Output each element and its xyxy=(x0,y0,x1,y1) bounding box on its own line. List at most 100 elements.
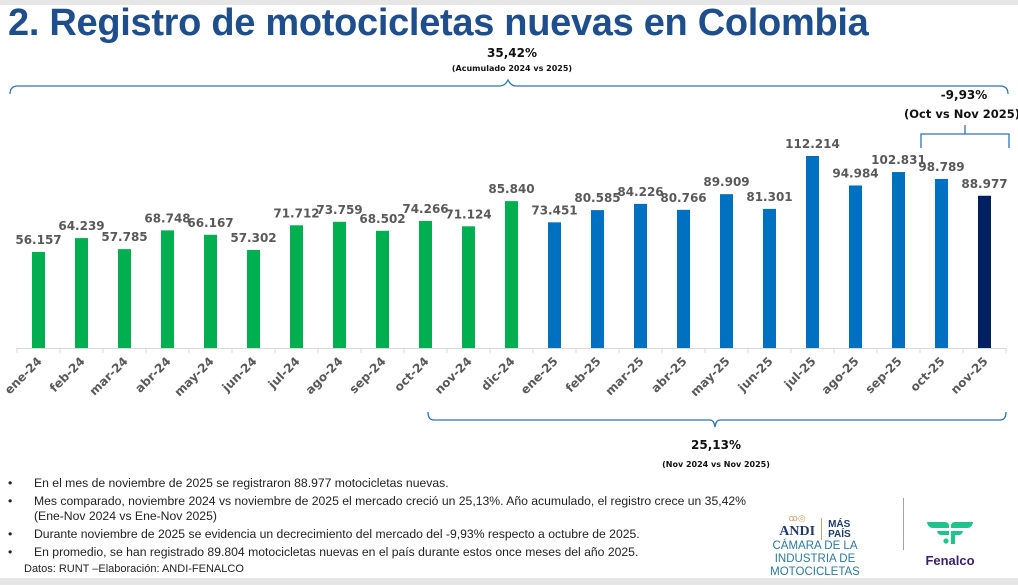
monthly-bracket xyxy=(920,125,1010,148)
bar-sep-24 xyxy=(376,230,389,348)
value-label-ago-24: 73.759 xyxy=(316,203,362,217)
cumulative-bracket xyxy=(9,78,1009,95)
bar-mar-25 xyxy=(634,203,647,348)
bullet-item: • Mes comparado, noviembre 2024 vs noviem… xyxy=(8,494,768,524)
bar-jun-24 xyxy=(247,249,260,348)
value-label-ene-24: 56.157 xyxy=(15,233,61,247)
page-title: 2. Registro de motocicletas nuevas en Co… xyxy=(8,2,869,44)
value-label-oct-24: 74.266 xyxy=(402,202,448,216)
value-label-feb-24: 64.239 xyxy=(58,219,104,233)
bullet-text: En el mes de noviembre de 2025 se regist… xyxy=(34,476,449,490)
bar-feb-25 xyxy=(591,210,604,348)
bar-abr-24 xyxy=(161,230,174,348)
value-label-abr-25: 80.766 xyxy=(660,191,706,205)
bar-ene-24 xyxy=(32,251,45,348)
bar-mar-24 xyxy=(118,249,131,348)
bullet-dot: • xyxy=(8,545,13,559)
bar-dic-24 xyxy=(505,201,518,348)
x-tick-label-nov-24: nov-24 xyxy=(432,354,475,397)
bar-abr-25 xyxy=(677,209,690,348)
x-tick-label-jul-24: jul-24 xyxy=(265,354,303,392)
source-note: Datos: RUNT –Elaboración: ANDI-FENALCO xyxy=(24,563,244,575)
andi-logo: ꝏ◎ ANDI MÁS PAÍS CÁMARA DE LA INDUSTRIA … xyxy=(735,513,895,579)
bar-jul-24 xyxy=(290,225,303,348)
bar-chart: 35,42% (Acumulado 2024 vs 2025) -9,93% (… xyxy=(2,46,1018,469)
value-label-ene-25: 73.451 xyxy=(531,203,577,217)
pais-word: PAÍS xyxy=(828,529,851,540)
x-tick-label-jul-25: jul-25 xyxy=(781,354,819,392)
bar-may-25 xyxy=(720,194,733,348)
camara-line-1: CÁMARA DE LA xyxy=(772,540,858,552)
value-label-dic-24: 85.840 xyxy=(488,182,534,196)
x-tick-label-ene-25: ene-25 xyxy=(518,354,561,397)
camara-line-2: INDUSTRIA DE MOTOCICLETAS xyxy=(770,553,860,578)
andi-separator xyxy=(821,518,823,540)
bullet-item: • Durante noviembre de 2025 se evidencia … xyxy=(8,527,768,542)
value-label-feb-25: 80.585 xyxy=(574,191,620,205)
cumulative-value: 35,42% xyxy=(487,46,537,60)
value-label-jul-24: 71.712 xyxy=(273,206,319,220)
value-label-ago-25: 94.984 xyxy=(832,166,878,180)
x-tick-label-oct-24: oct-24 xyxy=(391,354,431,394)
value-label-sep-24: 68.502 xyxy=(359,212,405,226)
value-label-jun-25: 81.301 xyxy=(746,190,792,204)
bar-ene-25 xyxy=(548,222,561,348)
x-tick-label-ene-24: ene-24 xyxy=(2,354,45,397)
x-tick-label-abr-25: abr-25 xyxy=(648,354,689,395)
cumulative-label: (Acumulado 2024 vs 2025) xyxy=(452,64,572,73)
bullet-dot: • xyxy=(8,527,13,541)
value-label-jun-24: 57.302 xyxy=(230,231,276,245)
value-label-mar-25: 84.226 xyxy=(617,185,663,199)
bar-nov-24 xyxy=(462,226,475,348)
bullet-text: Durante noviembre de 2025 se evidencia u… xyxy=(34,527,640,541)
fenalco-word: Fenalco xyxy=(925,553,975,568)
x-tick-label-mar-24: mar-24 xyxy=(87,354,131,398)
fenalco-wings-icon xyxy=(927,522,973,544)
andi-word: ANDI xyxy=(779,524,816,539)
bullet-item: • En el mes de noviembre de 2025 se regis… xyxy=(8,476,768,491)
bar-ago-24 xyxy=(333,221,346,348)
andi-circles-icon: ꝏ◎ xyxy=(788,513,806,523)
value-label-oct-25: 98.789 xyxy=(918,160,964,174)
x-tick-label-sep-25: sep-25 xyxy=(863,354,905,396)
bullet-list: • En el mes de noviembre de 2025 se regis… xyxy=(8,476,768,563)
bar-nov-25 xyxy=(978,195,991,348)
bottom-strip xyxy=(0,578,1018,585)
value-label-mar-24: 57.785 xyxy=(101,230,147,244)
value-label-sep-25: 102.831 xyxy=(871,153,926,167)
x-tick-label-may-25: may-25 xyxy=(688,354,733,399)
x-tick-label-nov-25: nov-25 xyxy=(948,354,991,397)
top-strip xyxy=(0,0,1018,5)
value-label-nov-25: 88.977 xyxy=(961,177,1007,191)
value-label-nov-24: 71.124 xyxy=(445,207,491,221)
bar-may-24 xyxy=(204,234,217,348)
bullet-text: Mes comparado, noviembre 2024 vs noviemb… xyxy=(34,494,747,523)
x-tick-label-may-24: may-24 xyxy=(172,354,217,399)
yoy-value: 25,13% xyxy=(691,438,741,452)
yoy-bracket xyxy=(427,411,1007,428)
x-tick-label-oct-25: oct-25 xyxy=(907,354,947,394)
x-tick-label-dic-24: dic-24 xyxy=(478,354,517,393)
x-tick-label-jun-24: jun-24 xyxy=(219,354,260,395)
monthly-label: (Oct vs Nov 2025) xyxy=(904,107,1018,121)
x-tick-label-feb-25: feb-25 xyxy=(563,354,604,395)
x-tick-label-jun-25: jun-25 xyxy=(735,354,776,395)
bullet-item: • En promedio, se han registrado 89.804 m… xyxy=(8,545,768,560)
bar-oct-25 xyxy=(935,178,948,348)
bullet-text: En promedio, se han registrado 89.804 mo… xyxy=(34,545,639,559)
bar-ago-25 xyxy=(849,185,862,348)
value-label-abr-24: 68.748 xyxy=(144,211,190,225)
x-tick-label-feb-24: feb-24 xyxy=(47,354,88,395)
x-tick-label-mar-25: mar-25 xyxy=(603,354,647,398)
bar-jun-25 xyxy=(763,208,776,348)
bullet-dot: • xyxy=(8,494,13,508)
monthly-value: -9,93% xyxy=(941,88,988,102)
value-label-may-24: 66.167 xyxy=(187,216,233,230)
bar-oct-24 xyxy=(419,220,432,348)
mas-pais-word: MÁS PAÍS xyxy=(828,520,851,540)
yoy-label: (Nov 2024 vs Nov 2025) xyxy=(662,460,770,469)
bar-jul-25 xyxy=(806,156,819,348)
x-tick-label-ago-25: ago-25 xyxy=(819,354,862,397)
value-label-may-25: 89.909 xyxy=(703,175,749,189)
x-tick-label-ago-24: ago-24 xyxy=(303,354,346,397)
